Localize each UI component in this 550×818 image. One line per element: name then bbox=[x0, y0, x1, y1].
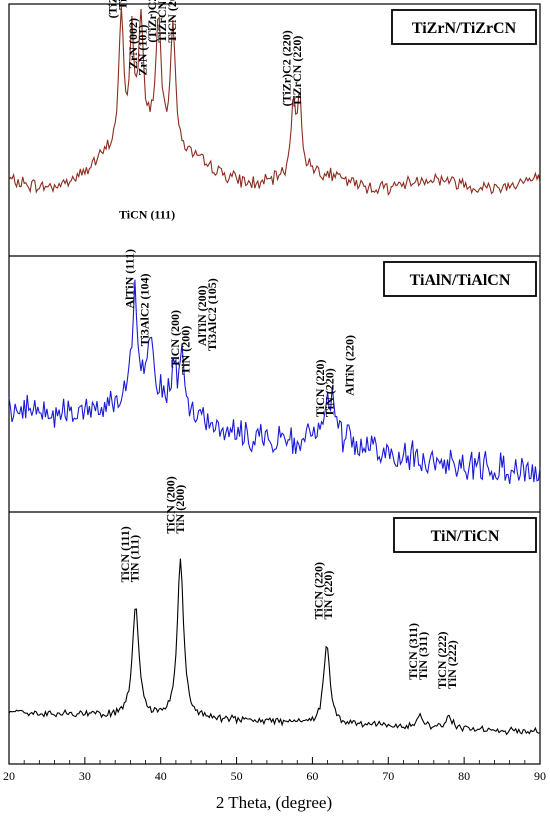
peak-label: TiZrCN (220) bbox=[290, 36, 304, 107]
peak-label: TiN (200) bbox=[173, 485, 187, 534]
peak-label: AlTiN (200) bbox=[195, 285, 209, 346]
x-tick-label: 60 bbox=[306, 769, 318, 783]
peak-label: Ti3AlC2 (105) bbox=[205, 278, 219, 351]
x-tick-label: 40 bbox=[155, 769, 167, 783]
x-tick-label: 80 bbox=[458, 769, 470, 783]
peak-label: (TiZr)C2 (200) bbox=[145, 0, 159, 43]
peak-label: TiN (222) bbox=[445, 640, 459, 689]
peak-label: TiZrCN (111) bbox=[116, 0, 130, 10]
panel: TiAlN/TiAlCN AlTiN (111) Ti3AlC2 (104) TiCN… bbox=[8, 249, 541, 485]
peak-label: TiN (200) bbox=[178, 326, 192, 375]
peak-label: AlTiN (111) bbox=[122, 249, 136, 308]
legend-box bbox=[391, 9, 537, 45]
peak-label: ZrN (101) bbox=[135, 25, 149, 76]
peak-label: TiN (111) bbox=[128, 535, 142, 582]
peak-label: TiN (220) bbox=[321, 571, 335, 620]
peak-label: TiZrCN (200) bbox=[155, 0, 169, 43]
legend-label: TiZrN/TiZrCN bbox=[412, 20, 517, 37]
peak-label: Ti3AlC2 (104) bbox=[138, 273, 152, 346]
x-tick-label: 70 bbox=[382, 769, 394, 783]
legend-box bbox=[383, 261, 537, 297]
peak-label: TiCN (200) bbox=[163, 476, 177, 533]
peak-label: TiN (220) bbox=[323, 368, 337, 417]
plot-frame bbox=[8, 3, 541, 765]
peak-label: TiCN (111) bbox=[118, 526, 132, 582]
peak-label: TiN (311) bbox=[416, 632, 430, 680]
xrd-series-line bbox=[8, 6, 541, 197]
peak-label: TiCN (200) bbox=[165, 0, 179, 43]
x-tick-label: 90 bbox=[534, 769, 546, 783]
x-tick-label: 20 bbox=[3, 769, 15, 783]
x-axis: 20 30 40 50 60 70 80 90 bbox=[3, 757, 546, 783]
xrd-series-line bbox=[8, 558, 541, 736]
peak-label: AlTiN (220) bbox=[342, 335, 356, 396]
x-tick-label: 50 bbox=[231, 769, 243, 783]
peak-label: TiCN (220) bbox=[313, 360, 327, 417]
panel: TiZrN/TiZrCN (TiZr)C2 (111)TiZrCN (111) Zr… bbox=[8, 0, 541, 222]
peak-label: TiCN (222) bbox=[435, 632, 449, 689]
xrd-series-line bbox=[8, 279, 541, 485]
x-tick-label: 30 bbox=[79, 769, 91, 783]
legend-label: TiAlN/TiAlCN bbox=[410, 272, 511, 289]
peak-label: (TiZr)C2 (111) bbox=[106, 0, 120, 18]
peak-label: ZrN (002) bbox=[126, 18, 140, 69]
x-axis-label: 2 Theta, (degree) bbox=[216, 793, 332, 812]
peak-label: TiCN (220) bbox=[311, 562, 325, 619]
panels: TiZrN/TiZrCN (TiZr)C2 (111)TiZrCN (111) Zr… bbox=[8, 0, 541, 736]
peak-label: (TiZr)C2 (220) bbox=[279, 30, 293, 106]
peak-label: TiCN (311) bbox=[406, 623, 420, 680]
legend-box bbox=[393, 517, 537, 553]
peak-label: TiCN (111) bbox=[119, 208, 175, 222]
legend-label: TiN/TiCN bbox=[431, 528, 500, 545]
peak-label: TiCN (200) bbox=[168, 310, 182, 367]
